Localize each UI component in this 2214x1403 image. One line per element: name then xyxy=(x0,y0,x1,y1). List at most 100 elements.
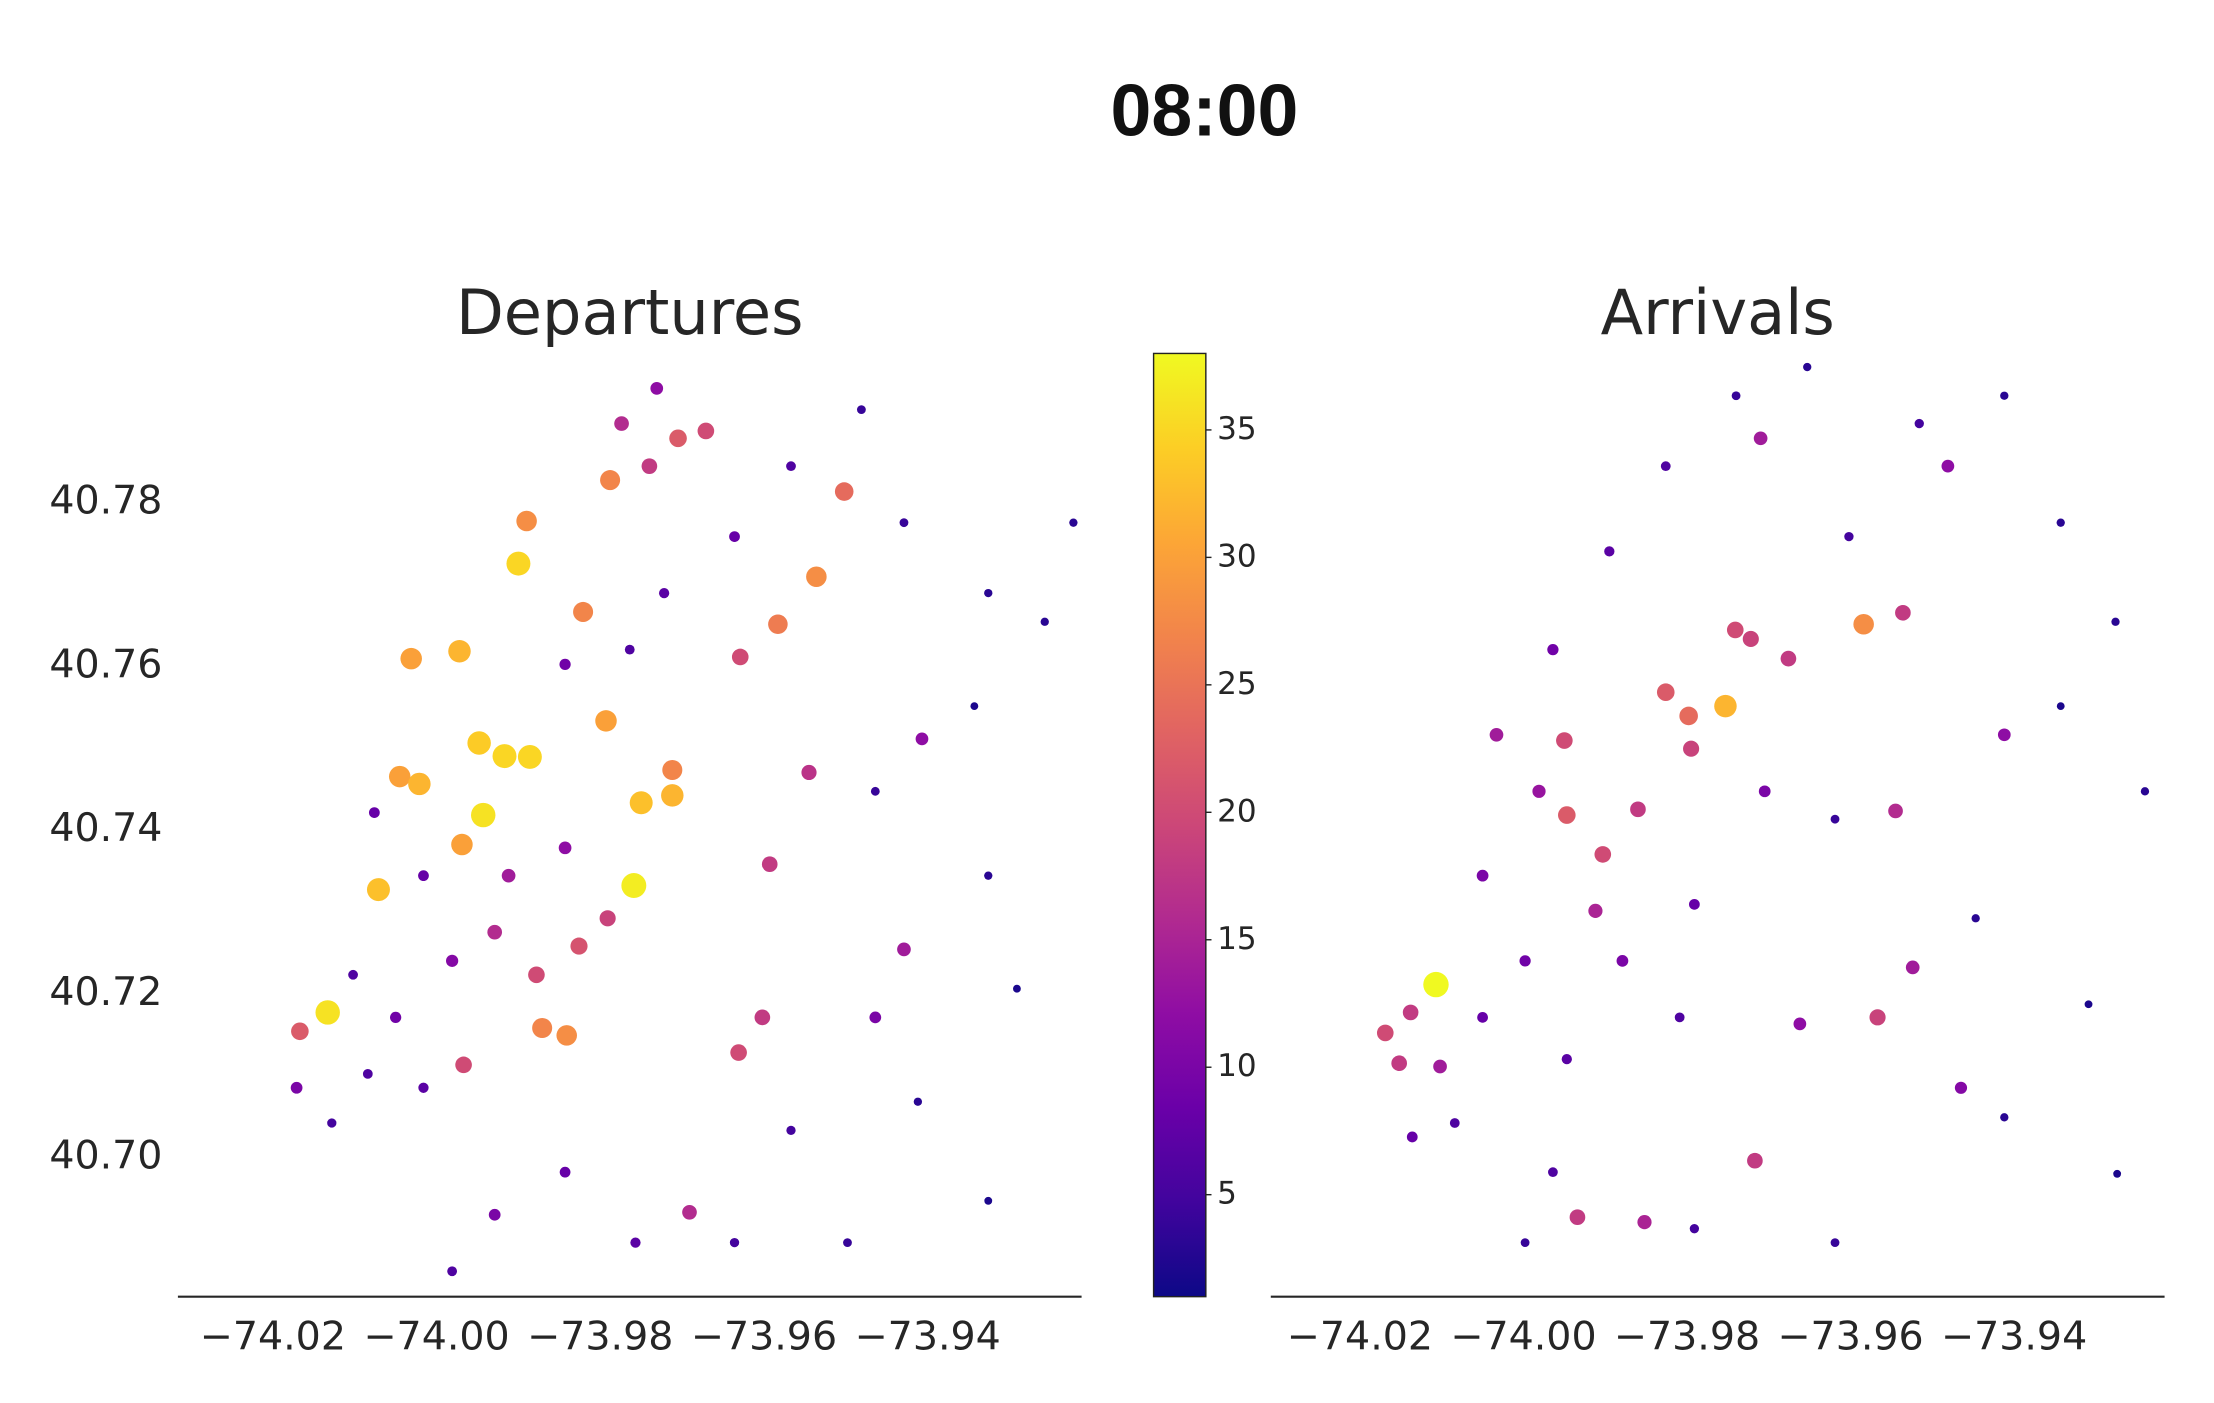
station-point xyxy=(1423,971,1449,998)
y-tick-label: 40.74 xyxy=(49,805,162,851)
station-point xyxy=(754,1009,771,1026)
station-point xyxy=(390,1011,402,1023)
colorbar-tick-label: 10 xyxy=(1217,1048,1257,1084)
colorbar-tick-label: 35 xyxy=(1217,411,1257,447)
station-point xyxy=(1844,531,1854,542)
station-point xyxy=(388,765,411,788)
station-point xyxy=(1433,1059,1447,1074)
station-point xyxy=(315,1000,340,1025)
station-point xyxy=(669,429,687,448)
station-point xyxy=(1660,461,1671,472)
station-point xyxy=(984,871,993,880)
y-tick-label: 40.70 xyxy=(49,1133,162,1179)
station-point xyxy=(599,910,616,927)
figure-title: 08:00 xyxy=(1111,70,1299,152)
station-point xyxy=(1758,785,1771,798)
station-point xyxy=(1869,1009,1886,1026)
station-point xyxy=(2056,518,2065,527)
station-point xyxy=(487,924,503,940)
station-point xyxy=(731,648,749,666)
station-point xyxy=(408,772,431,796)
station-point xyxy=(1449,1118,1460,1128)
station-point xyxy=(2111,617,2120,626)
station-point xyxy=(448,640,471,663)
colorbar-tick-label: 15 xyxy=(1217,921,1257,957)
station-point xyxy=(786,1125,796,1136)
station-point xyxy=(984,1196,993,1205)
station-point xyxy=(556,1025,577,1046)
station-point xyxy=(915,732,929,746)
x-tick-label: −73.96 xyxy=(1777,1314,1923,1360)
station-point xyxy=(362,1068,373,1079)
station-point xyxy=(418,1082,429,1093)
station-point xyxy=(621,873,647,898)
station-point xyxy=(1391,1055,1407,1072)
panel-title: Departures xyxy=(456,276,804,349)
y-tick-label: 40.78 xyxy=(49,478,162,524)
station-point xyxy=(1793,1017,1807,1031)
station-point xyxy=(2056,702,2065,711)
x-tick-label: −74.02 xyxy=(1287,1314,1433,1360)
station-point xyxy=(1853,613,1874,635)
station-point xyxy=(1069,518,1078,527)
station-point xyxy=(630,1237,641,1248)
x-tick-label: −73.94 xyxy=(855,1314,1001,1360)
colorbar-tick-label: 30 xyxy=(1217,538,1257,574)
station-point xyxy=(1594,846,1612,863)
station-point xyxy=(559,658,571,670)
station-point xyxy=(1013,984,1021,993)
station-point xyxy=(1548,1167,1558,1178)
station-point xyxy=(1656,683,1675,702)
station-point xyxy=(1679,706,1698,726)
station-point xyxy=(1532,784,1546,798)
station-point xyxy=(1914,418,1924,429)
station-point xyxy=(600,470,621,491)
station-point xyxy=(1954,1081,1968,1094)
station-point xyxy=(1476,869,1489,882)
station-point xyxy=(1830,1238,1840,1248)
station-point xyxy=(869,1011,882,1024)
station-point xyxy=(447,1266,458,1277)
x-tick-label: −73.98 xyxy=(527,1314,673,1360)
station-point xyxy=(661,784,684,807)
station-point xyxy=(697,422,715,440)
station-point xyxy=(1556,732,1573,749)
station-point xyxy=(516,510,537,532)
station-point xyxy=(291,1022,309,1041)
station-point xyxy=(1406,1131,1418,1143)
y-tick-label: 40.76 xyxy=(49,641,162,687)
x-tick-label: −73.94 xyxy=(1941,1314,2087,1360)
station-point xyxy=(1731,391,1741,401)
station-point xyxy=(641,458,658,474)
station-point xyxy=(1376,1024,1394,1042)
station-point xyxy=(290,1081,303,1094)
station-point xyxy=(1895,604,1911,621)
station-point xyxy=(501,868,516,883)
station-point xyxy=(729,1237,740,1248)
station-point xyxy=(2140,787,2150,796)
station-point xyxy=(1742,630,1759,648)
x-tick-label: −73.96 xyxy=(691,1314,837,1360)
station-point xyxy=(327,1118,337,1128)
station-point xyxy=(455,1056,472,1074)
station-point xyxy=(1688,898,1700,910)
station-point xyxy=(1780,650,1797,667)
station-point xyxy=(528,966,545,984)
colorbar xyxy=(1152,352,1207,1298)
station-point xyxy=(1714,694,1737,718)
station-point xyxy=(2084,1000,2093,1009)
panel-title: Arrivals xyxy=(1601,276,1835,349)
station-point xyxy=(761,856,778,873)
station-point xyxy=(897,942,911,957)
station-point xyxy=(1630,801,1646,818)
station-point xyxy=(1569,1209,1586,1226)
station-point xyxy=(1547,643,1559,656)
station-point xyxy=(1040,617,1049,626)
station-point xyxy=(1888,803,1903,819)
station-point xyxy=(1604,546,1615,557)
station-point xyxy=(1941,459,1955,473)
station-point xyxy=(899,518,909,528)
station-point xyxy=(532,1017,553,1039)
